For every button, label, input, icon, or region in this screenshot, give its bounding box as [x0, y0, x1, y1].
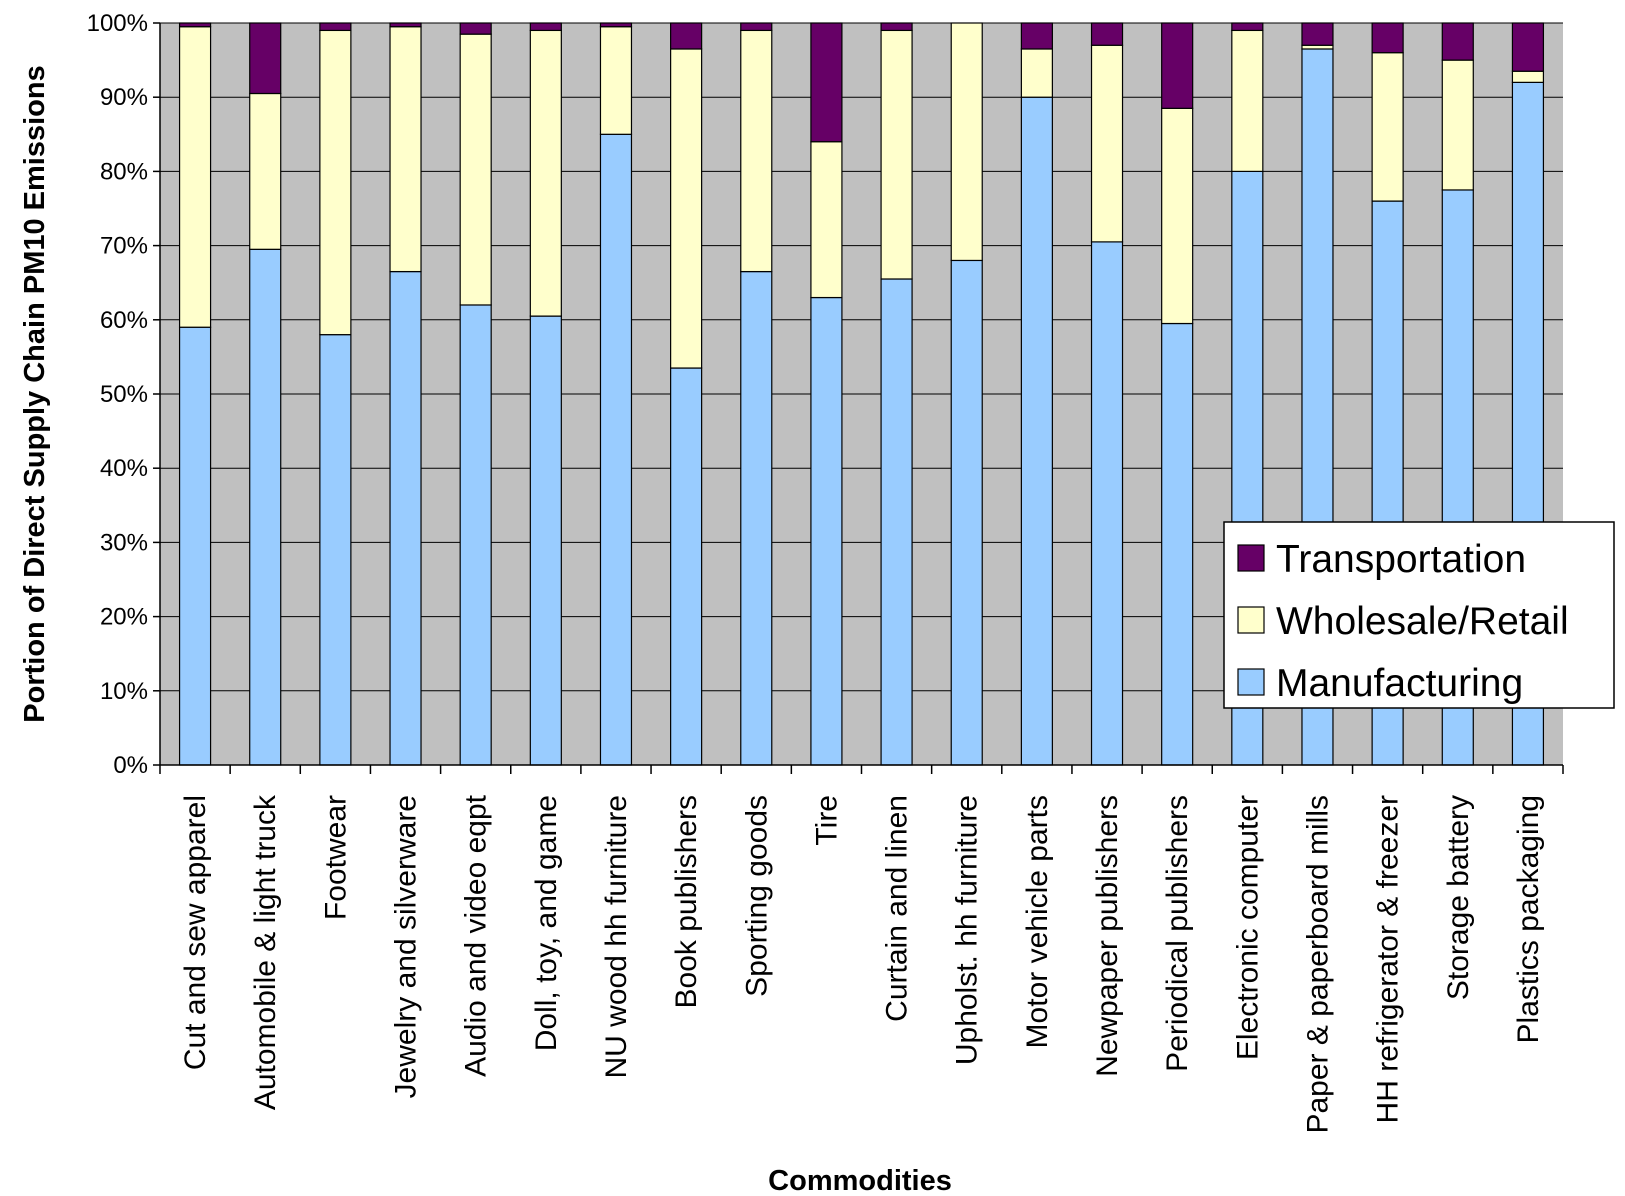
bar-segment-wholesale-retail — [1020, 48, 1053, 98]
x-tick-label: Upholst. hh furniture — [951, 795, 984, 1065]
bar-segment-transportation — [1161, 22, 1194, 109]
axes — [153, 22, 1564, 774]
bar-segment-transportation — [249, 22, 282, 95]
bar-segment-transportation — [319, 22, 352, 32]
y-tick-label: 0% — [113, 752, 148, 779]
y-tick-label: 100% — [87, 10, 148, 37]
bar-segment-manufacturing — [1020, 96, 1053, 766]
x-tick-label: Storage battery — [1442, 795, 1475, 1000]
y-tick-label: 80% — [100, 158, 148, 185]
x-tick-label: Paper & paperboard mills — [1301, 795, 1334, 1134]
x-tick-label: Cut and sew apparel — [179, 795, 212, 1070]
bar-segment-wholesale-retail — [249, 92, 282, 250]
x-tick-label: Footwear — [319, 795, 352, 920]
bar-segment-transportation — [1301, 22, 1334, 46]
bar-segment-wholesale-retail — [459, 33, 492, 306]
tick-labels: 0% 10% 20% 30% 40% 50% 60% 70% 80% 90% 100% Cut and… — [87, 10, 1545, 1134]
bar-segment-wholesale-retail — [1511, 70, 1545, 83]
bar-segment-manufacturing — [459, 304, 492, 766]
bar-segment-transportation — [459, 22, 492, 35]
bar-segment-wholesale-retail — [880, 29, 913, 280]
x-tick-label: HH refrigerator & freezer — [1372, 795, 1405, 1123]
bar-segment-manufacturing — [249, 248, 282, 766]
x-axis-title: Commodities — [768, 1165, 952, 1196]
bar-segment-wholesale-retail — [1441, 59, 1474, 191]
bar-segment-transportation — [1441, 22, 1474, 61]
bar-segment-transportation — [1231, 22, 1264, 32]
bar-segment-transportation — [389, 22, 422, 28]
bar-segment-manufacturing — [740, 270, 773, 766]
y-tick-label: 40% — [100, 455, 148, 482]
legend-swatch — [1237, 544, 1265, 572]
legend-swatch — [1237, 606, 1265, 634]
bar-segment-wholesale-retail — [389, 26, 422, 273]
bar-segment-manufacturing — [1161, 322, 1194, 766]
x-tick-label: Sporting goods — [740, 795, 773, 997]
bar-segment-wholesale-retail — [1231, 29, 1264, 172]
bar-segment-transportation — [178, 22, 212, 28]
bar-segment-transportation — [1511, 22, 1545, 72]
legend: Transportation Wholesale/Retail Manufactur… — [1223, 521, 1615, 709]
bar-segment-wholesale-retail — [950, 22, 983, 262]
bar-segment-manufacturing — [599, 133, 633, 766]
x-tick-label: Periodical publishers — [1161, 795, 1194, 1072]
x-tick-label: Audio and video eqpt — [460, 794, 493, 1077]
x-tick-label: Electronic computer — [1231, 795, 1264, 1060]
legend-label: Manufacturing — [1276, 662, 1523, 705]
bar-segment-transportation — [880, 22, 913, 32]
bar-segment-transportation — [670, 22, 703, 50]
x-tick-label: Jewelry and silverware — [390, 795, 423, 1098]
bar-segment-manufacturing — [950, 259, 983, 766]
bar-segment-manufacturing — [880, 278, 913, 766]
y-axis-title: Portion of Direct Supply Chain PM10 Emis… — [19, 65, 51, 722]
bar-segment-wholesale-retail — [1161, 107, 1194, 325]
legend-swatch — [1237, 668, 1265, 696]
bar-segment-wholesale-retail — [1371, 52, 1404, 202]
bar-segment-transportation — [1020, 22, 1053, 50]
bar-segment-wholesale-retail — [319, 29, 352, 336]
legend-label: Transportation — [1276, 538, 1526, 581]
x-tick-label: Curtain and linen — [881, 795, 914, 1022]
bar-segment-wholesale-retail — [670, 48, 703, 369]
bar-segment-manufacturing — [389, 270, 422, 766]
bar-segment-transportation — [740, 22, 773, 32]
bar-segment-wholesale-retail — [810, 141, 843, 299]
x-tick-label: Tire — [810, 795, 843, 846]
y-tick-label: 30% — [100, 529, 148, 556]
bar-segment-manufacturing — [319, 334, 352, 766]
bar-segment-wholesale-retail — [1090, 44, 1124, 243]
bar-segment-manufacturing — [178, 326, 212, 766]
bar-segment-manufacturing — [1090, 241, 1124, 766]
bar-segment-transportation — [1371, 22, 1404, 54]
legend-label: Wholesale/Retail — [1276, 600, 1569, 643]
bar-segment-manufacturing — [529, 315, 562, 766]
y-tick-label: 20% — [100, 604, 148, 631]
bars — [178, 22, 1545, 766]
bar-segment-transportation — [599, 22, 633, 28]
x-tick-label: NU wood hh furniture — [600, 795, 633, 1078]
bar-segment-wholesale-retail — [529, 29, 562, 317]
x-tick-label: Automobile & light truck — [249, 794, 282, 1110]
y-tick-label: 50% — [100, 381, 148, 408]
y-tick-label: 60% — [100, 307, 148, 334]
bar-segment-transportation — [810, 22, 843, 143]
x-tick-label: Doll, toy, and game — [530, 795, 563, 1051]
x-tick-label: Newpaper publishers — [1091, 795, 1124, 1077]
y-tick-label: 70% — [100, 233, 148, 260]
bar-segment-manufacturing — [810, 296, 843, 766]
x-tick-label: Book publishers — [670, 795, 703, 1008]
bar-segment-wholesale-retail — [740, 29, 773, 273]
bar-segment-wholesale-retail — [178, 26, 212, 328]
x-tick-label: Plastics packaging — [1512, 795, 1545, 1043]
y-tick-label: 10% — [100, 678, 148, 705]
bar-segment-transportation — [529, 22, 562, 32]
legend-box — [1223, 521, 1615, 709]
bar-segment-wholesale-retail — [599, 26, 633, 135]
x-tick-label: Motor vehicle parts — [1021, 795, 1054, 1048]
bar-segment-manufacturing — [670, 367, 703, 766]
y-tick-label: 90% — [100, 84, 148, 111]
bar-segment-transportation — [1090, 22, 1124, 46]
